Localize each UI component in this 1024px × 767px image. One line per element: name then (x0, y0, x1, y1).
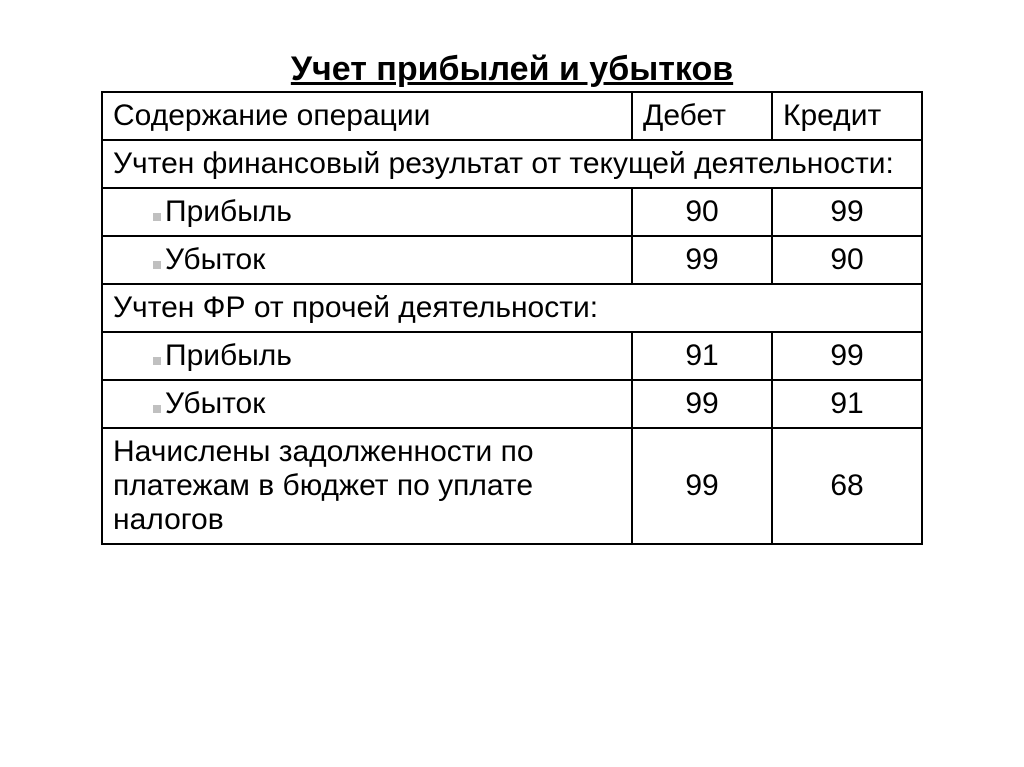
page-title: Учет прибылей и убытков (291, 50, 733, 89)
table-header-row: Содержание операции Дебет Кредит (102, 92, 922, 140)
table-row: Учтен финансовый результат от текущей де… (102, 140, 922, 188)
table-row: Убыток 99 90 (102, 236, 922, 284)
credit-cell: 91 (772, 380, 922, 428)
column-header-debit: Дебет (632, 92, 772, 140)
table-row: Прибыль 90 99 (102, 188, 922, 236)
item-cell: Прибыль (102, 188, 632, 236)
debit-cell: 90 (632, 188, 772, 236)
item-cell: Начислены задолженности по платежам в бю… (102, 428, 632, 544)
section-cell: Учтен ФР от прочей деятельности: (102, 284, 922, 332)
item-cell: Убыток (102, 236, 632, 284)
credit-cell: 99 (772, 188, 922, 236)
credit-cell: 68 (772, 428, 922, 544)
debit-cell: 99 (632, 380, 772, 428)
table-row: Прибыль 91 99 (102, 332, 922, 380)
column-header-content: Содержание операции (102, 92, 632, 140)
debit-cell: 99 (632, 428, 772, 544)
credit-cell: 90 (772, 236, 922, 284)
accounting-table: Содержание операции Дебет Кредит Учтен ф… (101, 91, 923, 545)
table-row: Убыток 99 91 (102, 380, 922, 428)
debit-cell: 91 (632, 332, 772, 380)
debit-cell: 99 (632, 236, 772, 284)
item-cell: Убыток (102, 380, 632, 428)
item-cell: Прибыль (102, 332, 632, 380)
column-header-credit: Кредит (772, 92, 922, 140)
credit-cell: 99 (772, 332, 922, 380)
table-row: Учтен ФР от прочей деятельности: (102, 284, 922, 332)
table-row: Начислены задолженности по платежам в бю… (102, 428, 922, 544)
section-cell: Учтен финансовый результат от текущей де… (102, 140, 922, 188)
